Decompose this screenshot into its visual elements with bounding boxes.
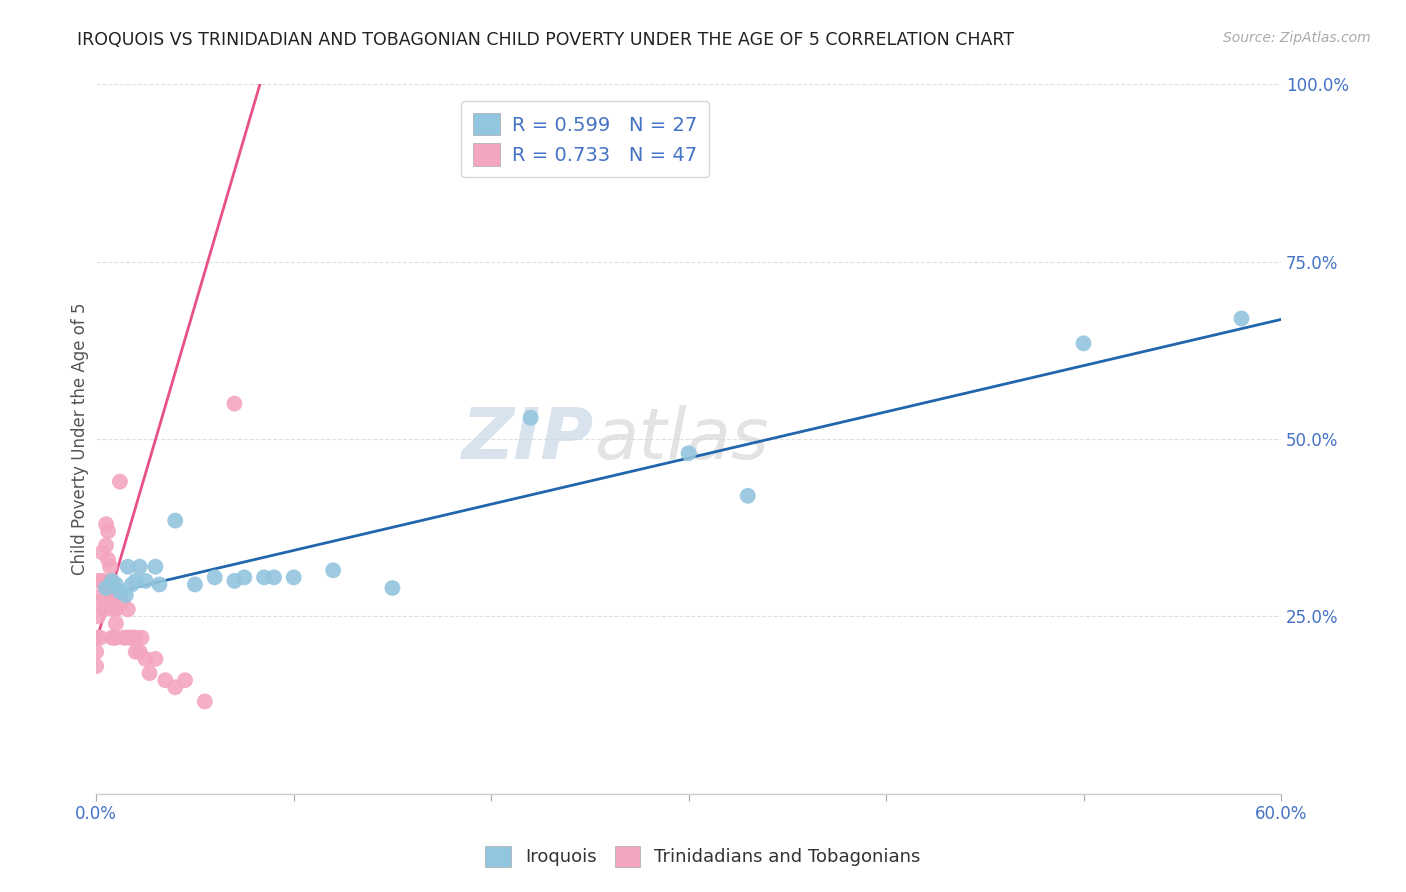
Y-axis label: Child Poverty Under the Age of 5: Child Poverty Under the Age of 5 — [72, 302, 89, 575]
Point — [155, 673, 177, 688]
Point — [111, 595, 134, 609]
Point — [97, 588, 120, 602]
Point — [104, 631, 127, 645]
Point — [117, 559, 139, 574]
Point — [263, 570, 285, 584]
Point — [165, 514, 187, 528]
Point — [84, 659, 107, 673]
Point — [519, 410, 541, 425]
Point — [165, 681, 187, 695]
Point — [108, 584, 131, 599]
Point — [128, 645, 150, 659]
Point — [97, 552, 120, 566]
Point — [117, 602, 139, 616]
Point — [84, 645, 107, 659]
Point — [121, 631, 143, 645]
Point — [145, 652, 167, 666]
Point — [89, 595, 111, 609]
Point — [94, 538, 117, 552]
Text: ZIP: ZIP — [461, 405, 593, 474]
Point — [184, 577, 207, 591]
Legend: R = 0.599   N = 27, R = 0.733   N = 47: R = 0.599 N = 27, R = 0.733 N = 47 — [461, 102, 709, 178]
Point — [104, 602, 127, 616]
Point — [101, 574, 124, 588]
Point — [93, 574, 115, 588]
Point — [98, 559, 121, 574]
Point — [135, 574, 157, 588]
Point — [104, 577, 127, 591]
Point — [138, 666, 160, 681]
Point — [101, 574, 124, 588]
Point — [114, 631, 136, 645]
Point — [103, 631, 125, 645]
Point — [91, 588, 114, 602]
Point — [91, 574, 114, 588]
Point — [381, 581, 404, 595]
Point — [283, 570, 305, 584]
Point — [737, 489, 759, 503]
Point — [103, 602, 125, 616]
Point — [145, 559, 167, 574]
Point — [98, 595, 121, 609]
Point — [93, 602, 115, 616]
Point — [125, 631, 148, 645]
Point — [108, 475, 131, 489]
Point — [118, 631, 141, 645]
Point — [125, 574, 148, 588]
Point — [121, 577, 143, 591]
Point — [1230, 311, 1253, 326]
Text: IROQUOIS VS TRINIDADIAN AND TOBAGONIAN CHILD POVERTY UNDER THE AGE OF 5 CORRELAT: IROQUOIS VS TRINIDADIAN AND TOBAGONIAN C… — [77, 31, 1014, 49]
Point — [224, 574, 246, 588]
Point — [101, 631, 124, 645]
Point — [125, 645, 148, 659]
Point — [233, 570, 256, 584]
Point — [114, 588, 136, 602]
Point — [104, 616, 127, 631]
Point — [174, 673, 197, 688]
Point — [131, 631, 153, 645]
Text: atlas: atlas — [593, 405, 769, 474]
Point — [148, 577, 170, 591]
Point — [91, 545, 114, 559]
Point — [97, 524, 120, 539]
Point — [87, 609, 110, 624]
Point — [87, 574, 110, 588]
Point — [204, 570, 226, 584]
Point — [94, 581, 117, 595]
Legend: Iroquois, Trinidadians and Tobagonians: Iroquois, Trinidadians and Tobagonians — [478, 838, 928, 874]
Point — [112, 631, 135, 645]
Point — [678, 446, 700, 460]
Point — [128, 559, 150, 574]
Point — [253, 570, 276, 584]
Point — [322, 563, 344, 577]
Point — [122, 631, 145, 645]
Point — [101, 588, 124, 602]
Point — [94, 517, 117, 532]
Text: Source: ZipAtlas.com: Source: ZipAtlas.com — [1223, 31, 1371, 45]
Point — [84, 631, 107, 645]
Point — [89, 631, 111, 645]
Point — [135, 652, 157, 666]
Point — [194, 694, 217, 708]
Point — [224, 396, 246, 410]
Point — [1073, 336, 1095, 351]
